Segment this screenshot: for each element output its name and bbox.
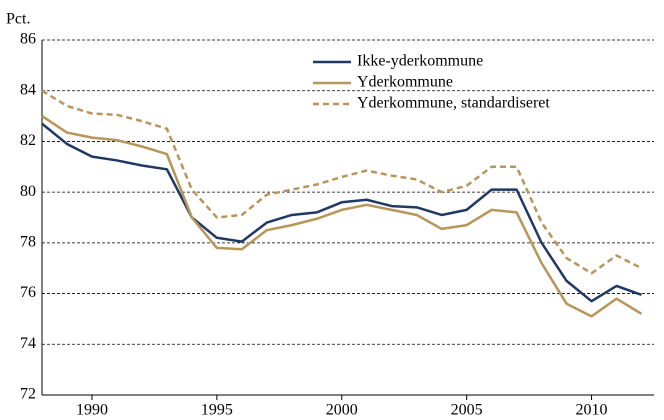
y-tick-label: 82 — [20, 132, 36, 149]
x-tick-label: 2010 — [576, 402, 608, 419]
legend-label: Ikke-yderkommune — [357, 53, 483, 70]
x-tick-label: 2000 — [326, 402, 358, 419]
x-tick-label: 1995 — [201, 402, 233, 419]
legend-label: Yderkommune, standardiseret — [357, 95, 550, 112]
x-tick-label: 2005 — [451, 402, 483, 419]
y-tick-label: 84 — [20, 81, 36, 98]
y-tick-label: 80 — [20, 183, 36, 200]
series-line — [41, 122, 642, 303]
y-tick-label: 74 — [20, 335, 36, 352]
series-line — [41, 89, 643, 275]
x-tick-label: 1990 — [76, 402, 108, 419]
y-tick-label: 76 — [20, 284, 36, 301]
y-axis-label: Pct. — [6, 11, 30, 28]
legend-label: Yderkommune — [357, 74, 453, 91]
y-tick-label: 72 — [20, 386, 36, 403]
series-line — [41, 115, 643, 318]
y-tick-label: 78 — [20, 234, 36, 251]
y-tick-label: 86 — [20, 31, 36, 48]
